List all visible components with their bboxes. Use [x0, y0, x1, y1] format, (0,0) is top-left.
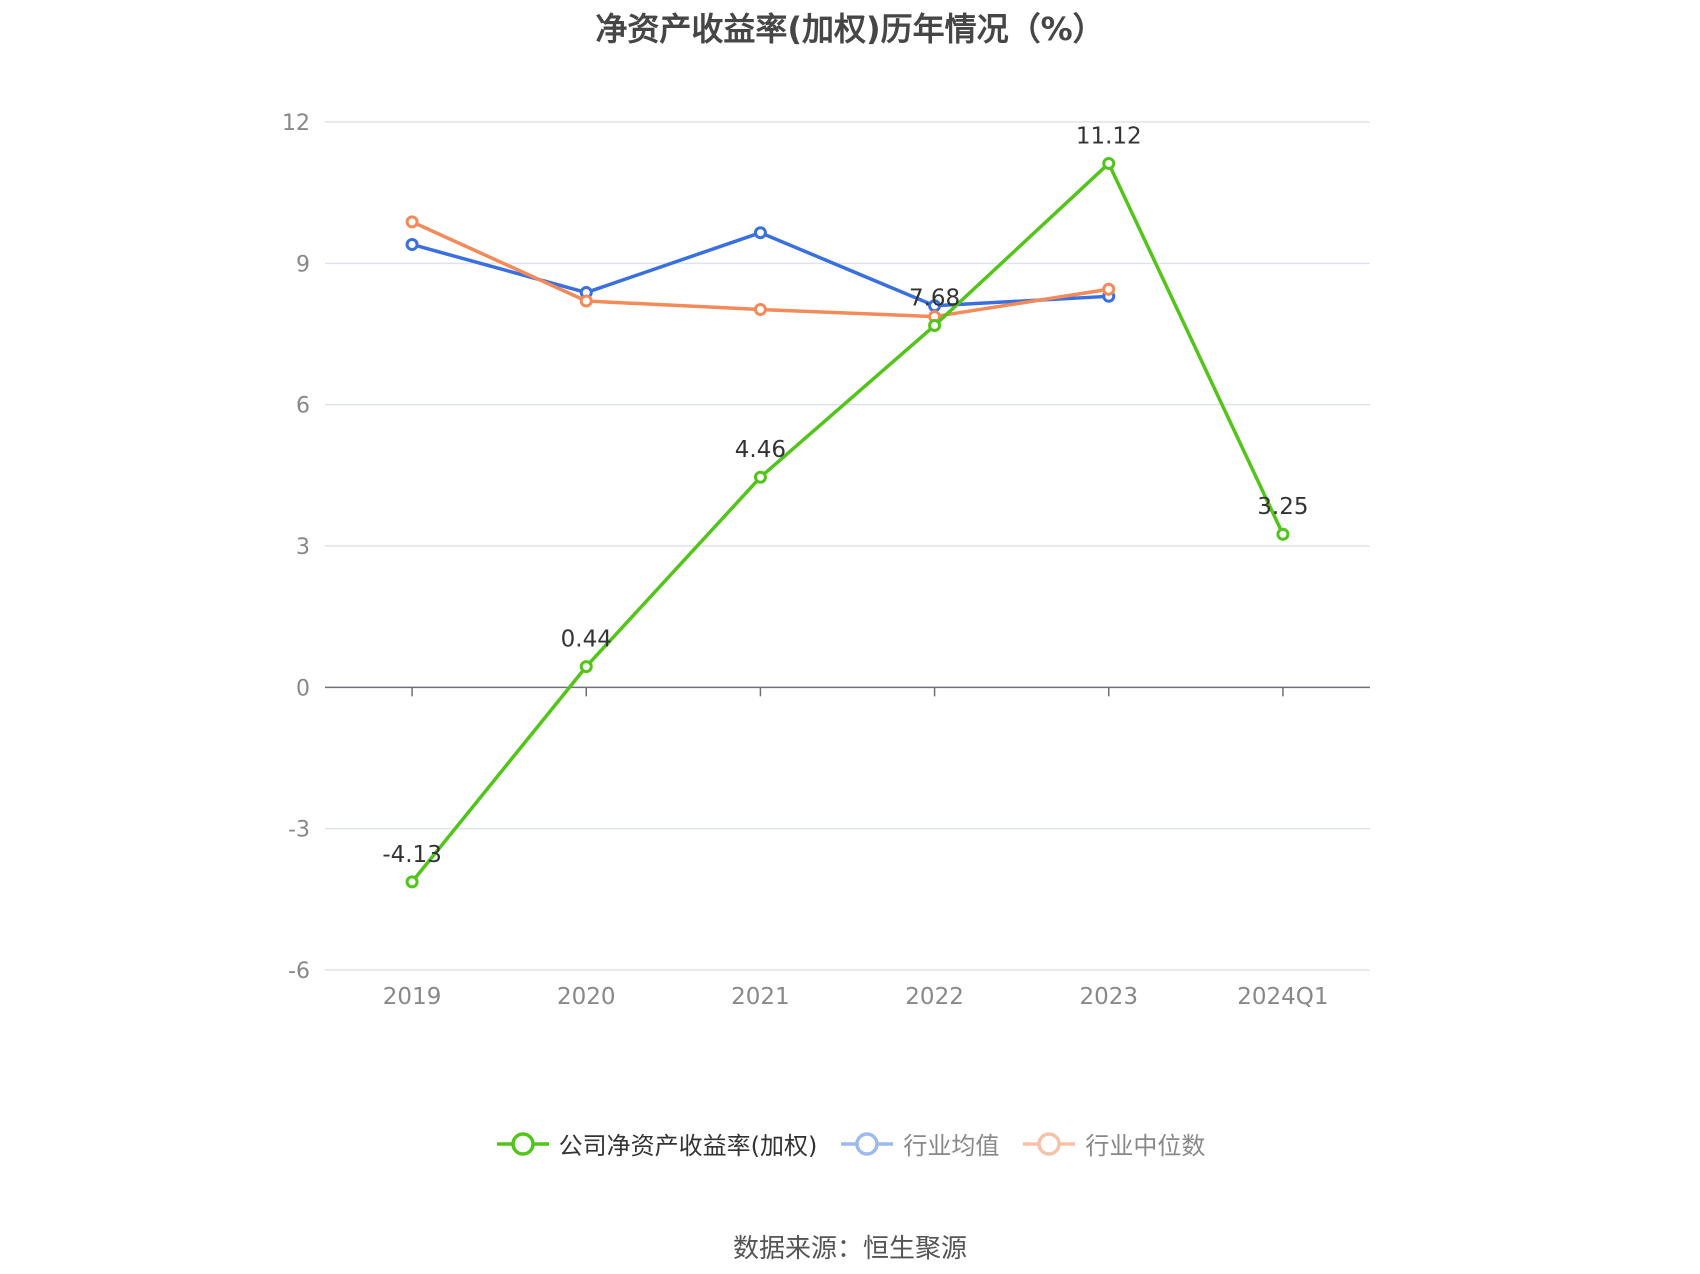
x-tick-label: 2023	[1079, 984, 1138, 1010]
x-tick-label: 2021	[731, 984, 790, 1010]
series-layer	[405, 156, 1290, 889]
axis-layer: -6 -3 0 3 6 9 12 2019 2020 2021 2022 2023 2024Q1	[282, 111, 1370, 1010]
grid-layer	[325, 121, 1370, 971]
legend-marker-icon	[841, 1131, 894, 1156]
data-label: 7.68	[909, 286, 960, 312]
series-line	[410, 161, 1285, 884]
y-tick-label: 0	[296, 676, 310, 701]
data-point	[753, 303, 767, 317]
legend-marker-icon	[1023, 1131, 1076, 1156]
legend-label: 公司净资产收益率(加权)	[558, 1132, 818, 1160]
y-tick-label: 6	[296, 394, 310, 419]
x-tick-label: 2024Q1	[1237, 984, 1328, 1010]
x-tick-label: 2019	[383, 984, 442, 1010]
data-point	[405, 875, 419, 889]
data-point	[579, 294, 593, 308]
y-tick-label: 12	[282, 111, 310, 136]
x-tick-label: 2020	[557, 984, 616, 1010]
data-label: 4.46	[735, 437, 786, 463]
data-label: 0.44	[561, 627, 612, 653]
legend-item[interactable]: 公司净资产收益率(加权)	[495, 1126, 818, 1161]
data-point	[579, 660, 593, 674]
data-point	[1102, 156, 1116, 170]
legend-label: 行业中位数	[1085, 1132, 1206, 1160]
legend: 公司净资产收益率(加权) 行业均值 行业中位数	[0, 1126, 1700, 1161]
y-tick-label: 9	[296, 252, 310, 277]
data-point	[753, 226, 767, 240]
data-label: -4.13	[382, 842, 442, 868]
data-point	[405, 215, 419, 229]
y-tick-label: 3	[296, 535, 310, 560]
x-tick-label: 2022	[905, 984, 964, 1010]
data-label: 11.12	[1076, 123, 1142, 149]
data-point	[1276, 527, 1290, 541]
data-point	[1102, 282, 1116, 296]
y-tick-label: -3	[288, 818, 310, 843]
y-tick-label: -6	[288, 959, 310, 984]
legend-marker-icon	[496, 1131, 549, 1156]
legend-item[interactable]: 行业均值	[839, 1126, 999, 1161]
source-note: 数据来源：恒生聚源	[732, 1234, 967, 1264]
data-label-layer: -4.13 0.44 4.46 7.68 11.12 3.25	[382, 123, 1308, 867]
data-point	[753, 470, 767, 484]
data-point	[405, 237, 419, 251]
legend-label: 行业均值	[903, 1132, 1000, 1160]
chart-title: 净资产收益率(加权)历年情况（%）	[595, 10, 1105, 48]
data-point	[928, 319, 942, 333]
data-label: 3.25	[1257, 494, 1308, 520]
legend-item[interactable]: 行业中位数	[1021, 1126, 1205, 1161]
